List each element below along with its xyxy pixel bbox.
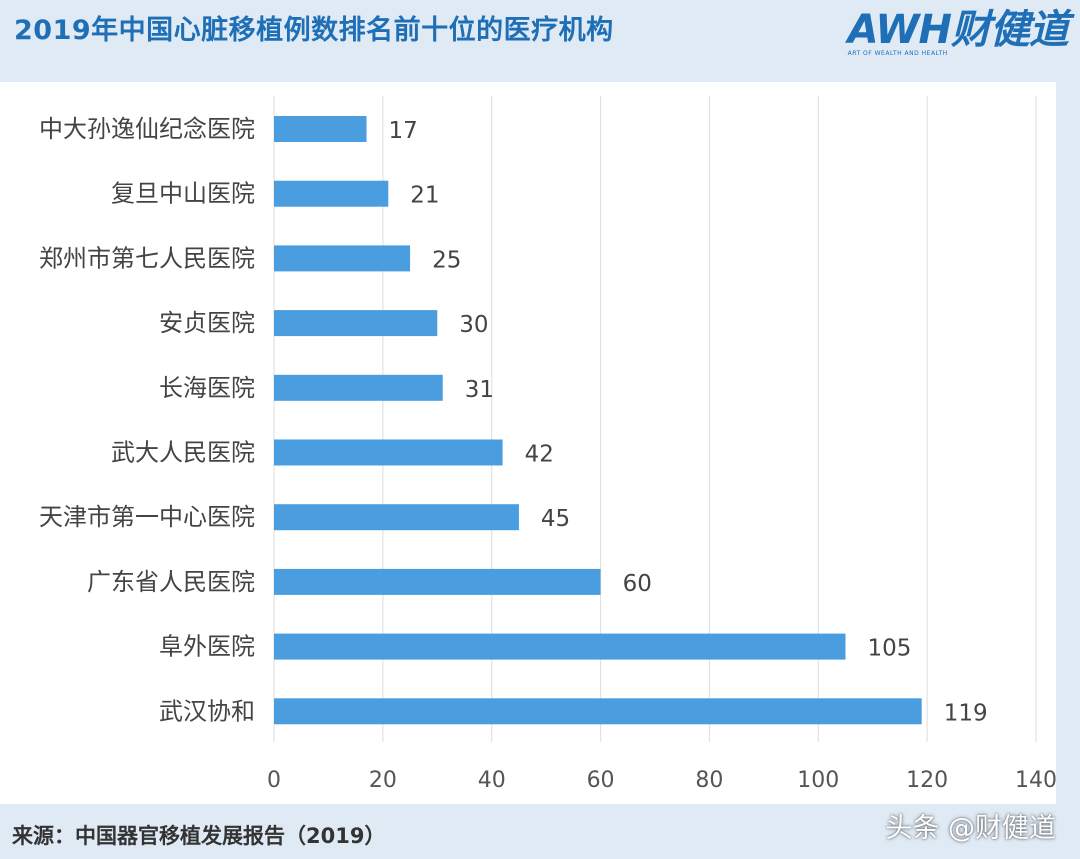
x-tick-label: 80 (695, 768, 723, 793)
x-tick-label: 20 (369, 768, 397, 793)
category-label: 天津市第一中心医院 (39, 503, 255, 531)
bar (274, 374, 443, 401)
bar (274, 504, 519, 531)
bar (274, 116, 367, 142)
value-label: 42 (525, 442, 554, 468)
watermark: 头条 @财健道 (885, 813, 1056, 844)
bar-chart: 0 20 40 60 80 100 120 140 中大孙逸仙纪念医院 17 复旦中山医院 21 郑州市… (39, 96, 1057, 793)
logo-subtitle: ART OF WEALTH AND HEALTH (847, 50, 948, 57)
value-label: 21 (410, 183, 439, 209)
value-label: 119 (944, 700, 988, 726)
bar (274, 439, 503, 466)
value-label: 17 (389, 118, 418, 144)
category-label: 郑州市第七人民医院 (39, 244, 255, 272)
value-label: 105 (868, 636, 912, 662)
x-tick-label: 60 (587, 768, 615, 793)
category-label: 武汉协和 (159, 697, 255, 725)
category-label: 安贞医院 (159, 309, 255, 337)
bar (274, 245, 411, 272)
brand-logo: AWH财健道 ART OF WEALTH AND HEALTH (847, 7, 1069, 57)
x-tick-label: 140 (1015, 768, 1056, 793)
bar (274, 698, 922, 725)
category-label: 复旦中山医院 (111, 180, 255, 208)
value-label: 45 (541, 506, 570, 532)
x-tick-label: 120 (906, 768, 948, 793)
value-label: 30 (459, 312, 488, 338)
bar (274, 310, 438, 337)
bar (274, 180, 389, 207)
category-label: 广东省人民医院 (87, 568, 255, 596)
source-note: 来源：中国器官移植发展报告（2019） (12, 824, 386, 848)
value-label: 31 (465, 377, 494, 403)
value-label: 25 (432, 247, 461, 273)
x-tick-label: 100 (797, 768, 839, 793)
x-tick-label: 0 (267, 768, 281, 793)
chart-panel: 0 20 40 60 80 100 120 140 中大孙逸仙纪念医院 17 复旦中山医院 21 郑州市… (0, 82, 1057, 804)
category-label: 阜外医院 (159, 633, 255, 661)
category-label: 长海医院 (159, 374, 255, 402)
category-label: 武大人民医院 (111, 439, 255, 467)
bar (274, 568, 601, 595)
value-label: 60 (623, 571, 652, 597)
x-tick-label: 40 (478, 768, 506, 793)
chart-title: 2019年中国心脏移植例数排名前十位的医疗机构 (14, 15, 614, 46)
bar (274, 633, 846, 660)
category-label: 中大孙逸仙纪念医院 (39, 115, 255, 143)
logo-text: AWH财健道 (847, 7, 1069, 53)
